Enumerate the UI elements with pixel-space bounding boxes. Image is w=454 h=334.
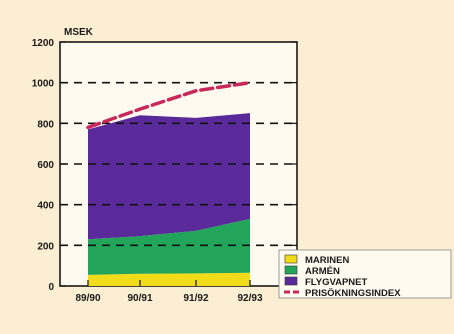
area-arm-n — [88, 218, 250, 275]
legend-swatch — [284, 265, 298, 275]
area-flygvapnet — [88, 113, 250, 240]
y-tick-label: 0 — [48, 282, 54, 293]
legend-label: ARMÉN — [305, 266, 340, 277]
y-tick-label: 600 — [37, 160, 54, 171]
legend-swatch — [284, 276, 298, 286]
y-tick-label: 1000 — [32, 79, 55, 90]
x-tick-label: 91/92 — [183, 293, 208, 304]
y-tick-label: 800 — [37, 119, 54, 130]
legend-label: FLYGVAPNET — [305, 277, 367, 288]
x-tick-label: 89/90 — [75, 293, 100, 304]
line-pris-kningsindex — [86, 80, 252, 130]
legend-box — [278, 249, 452, 299]
x-tick-label: 90/91 — [127, 293, 152, 304]
y-tick-label: 400 — [37, 201, 54, 212]
y-tick-label: 1200 — [32, 38, 55, 49]
y-tick-label: 200 — [37, 241, 54, 252]
x-tick-label: 92/93 — [237, 293, 262, 304]
legend-label: MARINEN — [305, 255, 349, 266]
y-axis-label: MSEK — [64, 27, 94, 38]
legend-label: PRISÖKNINGSINDEX — [305, 288, 401, 299]
area-marinen — [88, 272, 250, 286]
area-series-group — [88, 113, 250, 286]
legend-swatch — [284, 254, 298, 264]
